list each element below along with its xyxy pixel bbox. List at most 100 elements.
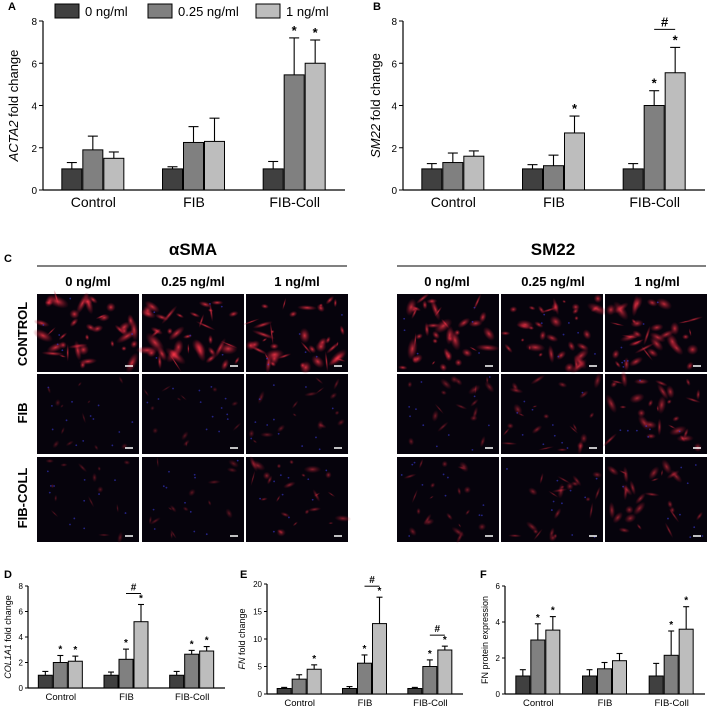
x-tick-label-b: FIB-Coll	[629, 194, 680, 210]
cell-signal	[686, 361, 694, 371]
cell-signal	[53, 289, 60, 307]
cell-signal	[672, 415, 680, 422]
cell-signal	[457, 317, 471, 329]
nucleus-signal	[444, 494, 447, 497]
cell-signal	[207, 479, 221, 485]
cell-signal	[582, 329, 592, 340]
cell-signal	[45, 458, 55, 464]
significance-star-b: *	[572, 101, 578, 116]
cell-signal	[260, 497, 268, 501]
cell-signal	[145, 332, 165, 353]
nucleus-signal	[413, 461, 416, 464]
micrograph-background	[605, 374, 707, 454]
cell-signal	[525, 342, 546, 352]
cell-signal	[455, 403, 468, 410]
cell-signal	[152, 427, 159, 434]
nucleus-signal	[73, 517, 76, 520]
nucleus-signal	[566, 447, 569, 449]
significance-star-d: *	[124, 638, 128, 649]
nucleus-signal	[224, 397, 227, 400]
cell-signal	[78, 358, 98, 365]
nucleus-signal	[157, 398, 160, 400]
cell-signal	[125, 352, 139, 374]
cell-signal	[87, 495, 95, 508]
cell-signal	[657, 418, 662, 436]
cell-signal	[429, 495, 434, 500]
cell-signal	[95, 314, 107, 320]
cell-signal	[439, 363, 448, 372]
cell-signal	[482, 326, 495, 341]
bar-a	[61, 168, 83, 191]
y-axis-label-gene-d: COL1A1	[3, 644, 13, 679]
nucleus-signal	[542, 443, 545, 446]
cell-signal	[451, 526, 465, 538]
cell-signal	[58, 354, 67, 358]
cell-signal	[339, 325, 345, 336]
col-header-sm22-1: 0.25 ng/ml	[521, 274, 585, 289]
nucleus-signal	[168, 470, 170, 473]
nucleus-signal	[562, 333, 565, 336]
nucleus-signal	[478, 514, 481, 517]
cell-signal	[329, 392, 338, 400]
cell-signal	[531, 425, 543, 434]
cell-signal	[325, 471, 332, 479]
cell-signal	[434, 318, 453, 334]
nucleus-signal	[680, 466, 683, 469]
micrograph-alpha_sma-r0-c0	[32, 289, 139, 374]
cell-signal	[679, 434, 686, 442]
micrograph-alpha_sma-r2-c2	[246, 455, 352, 542]
nucleus-signal	[152, 508, 155, 511]
nucleus-signal	[277, 432, 280, 435]
cell-signal	[666, 399, 672, 405]
bar-b	[564, 132, 585, 191]
cell-signal	[545, 333, 559, 343]
micrograph-sm22-r1-c1	[500, 372, 603, 455]
cell-signal	[618, 527, 630, 533]
cell-signal	[624, 505, 634, 515]
nucleus-signal	[205, 428, 208, 431]
cell-signal	[602, 433, 618, 447]
nucleus-signal	[482, 504, 485, 507]
nucleus-signal	[50, 404, 53, 407]
nucleus-signal	[550, 509, 553, 511]
significance-star-f: *	[536, 613, 540, 624]
cell-signal	[50, 483, 55, 489]
nucleus-signal	[56, 343, 59, 346]
cell-signal	[532, 405, 538, 408]
nucleus-signal	[305, 386, 307, 388]
cell-signal	[303, 465, 322, 474]
nucleus-signal	[531, 408, 534, 411]
cell-signal	[484, 381, 495, 393]
cell-signal	[408, 527, 417, 537]
cell-signal	[292, 413, 297, 417]
nucleus-signal	[301, 445, 304, 447]
nucleus-signal	[83, 499, 86, 502]
y-tick-label-e: 20	[253, 580, 262, 589]
nucleus-signal	[408, 406, 411, 408]
bar-e	[372, 623, 387, 695]
cell-signal	[543, 413, 550, 419]
cell-signal	[316, 303, 325, 313]
nucleus-signal	[694, 464, 697, 466]
nucleus-signal	[193, 530, 196, 533]
cell-signal	[594, 486, 601, 501]
significance-star-a: *	[313, 25, 319, 40]
cell-signal	[407, 381, 413, 388]
cell-signal	[560, 485, 565, 489]
nucleus-signal	[49, 485, 52, 487]
significance-star-f: *	[551, 606, 555, 617]
cell-signal	[148, 515, 153, 525]
nucleus-signal	[131, 333, 134, 335]
y-tick-label-b: 8	[391, 17, 397, 28]
cell-signal	[605, 394, 617, 414]
bar-a	[82, 149, 104, 191]
nucleus-signal	[553, 434, 556, 437]
cell-signal	[654, 379, 668, 387]
cell-signal	[622, 466, 629, 484]
nucleus-signal	[422, 424, 425, 427]
cell-signal	[459, 461, 469, 473]
cell-signal	[454, 358, 463, 367]
micrograph-alpha_sma-r1-c0	[37, 374, 139, 454]
nucleus-signal	[442, 473, 445, 476]
micrograph-alpha_sma-r2-c0	[37, 457, 139, 544]
